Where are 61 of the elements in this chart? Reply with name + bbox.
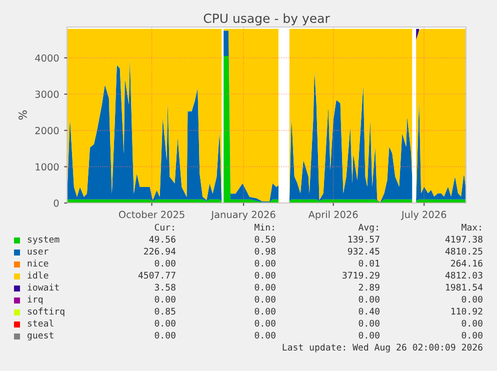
y-tick-label: 4000	[35, 54, 59, 62]
text: 4812.03	[445, 272, 482, 279]
chart-title: CPU usage - by year	[204, 13, 330, 26]
legend-label: guest	[28, 332, 54, 340]
text: 4810.25	[445, 248, 482, 255]
text: 0.00	[154, 320, 176, 327]
text: 0.00	[358, 320, 380, 327]
y-tick-label: 1000	[36, 163, 59, 171]
text: 110.92	[451, 308, 482, 315]
text: 0.98	[254, 248, 276, 255]
x-tick-label: April 2026	[308, 210, 358, 220]
text: 2.89	[358, 284, 380, 291]
legend-label: softirq	[28, 308, 64, 316]
text: 0.00	[254, 296, 276, 303]
text: 0.00	[154, 296, 176, 303]
text: Max:	[462, 224, 481, 231]
text: Last update: Wed Aug 26 02:00:09 2026	[282, 344, 482, 352]
text: 0.40	[358, 308, 380, 315]
text: 0.00	[254, 320, 276, 327]
text: 264.16	[451, 260, 482, 267]
text: 0.00	[254, 284, 276, 291]
text: 0.50	[254, 236, 276, 243]
text: 0.00	[462, 296, 482, 303]
text: 4197.38	[445, 236, 482, 243]
y-tick-label: 2000	[35, 126, 59, 134]
text: 226.94	[144, 248, 176, 255]
text: 0.00	[154, 332, 176, 339]
text: 0.00	[358, 332, 380, 339]
text: 4507.77	[138, 272, 176, 279]
text: 0.00	[254, 260, 276, 267]
legend-label: system	[28, 236, 60, 244]
text: Cur:	[154, 224, 174, 231]
text: Avg:	[358, 224, 378, 232]
text: 49.56	[149, 236, 176, 243]
legend-label: steal	[28, 320, 54, 327]
text: 0.00	[462, 320, 482, 327]
y-axis-title: %	[18, 110, 27, 120]
text: 0.00	[254, 332, 276, 339]
text: 0.00	[462, 332, 482, 339]
text: 3.58	[154, 284, 176, 291]
text: 0.00	[154, 260, 176, 267]
text: 1981.54	[446, 284, 483, 291]
text: Min:	[254, 224, 274, 231]
x-tick-label: January 2026	[210, 210, 276, 220]
text: 139.57	[348, 236, 380, 243]
legend-label: user	[28, 249, 48, 255]
text: 0.85	[154, 308, 176, 315]
y-tick-label: 3000	[35, 90, 59, 98]
legend-label: iowait	[28, 284, 59, 291]
text: 3719.29	[342, 272, 380, 279]
legend-label: irq	[28, 296, 43, 304]
legend-label: idle	[28, 272, 48, 279]
text: 0.00	[254, 308, 276, 315]
text: 0.00	[358, 296, 380, 303]
text: 0.01	[358, 260, 380, 267]
x-tick-label: July 2026	[400, 210, 446, 220]
x-tick-label: October 2025	[118, 210, 184, 218]
text: 932.45	[348, 248, 380, 255]
legend-label: nice	[28, 260, 48, 267]
y-tick-label: 0	[54, 199, 59, 207]
text: 0.00	[254, 272, 276, 279]
